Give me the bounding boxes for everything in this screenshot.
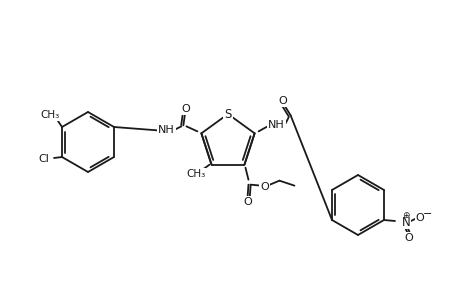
Text: CH₃: CH₃ [40, 110, 60, 120]
Text: NH: NH [268, 120, 285, 130]
Text: O: O [259, 182, 268, 192]
Text: O: O [278, 96, 286, 106]
Text: S: S [224, 107, 231, 121]
Text: −: − [422, 209, 432, 219]
Text: ⊕: ⊕ [401, 212, 409, 220]
Text: N: N [401, 215, 409, 229]
Text: O: O [242, 197, 251, 207]
Text: CH₃: CH₃ [185, 169, 205, 179]
Text: Cl: Cl [39, 154, 50, 164]
Text: NH: NH [157, 125, 174, 135]
Text: O: O [180, 104, 189, 114]
Text: O: O [414, 213, 424, 223]
Text: O: O [404, 233, 413, 243]
